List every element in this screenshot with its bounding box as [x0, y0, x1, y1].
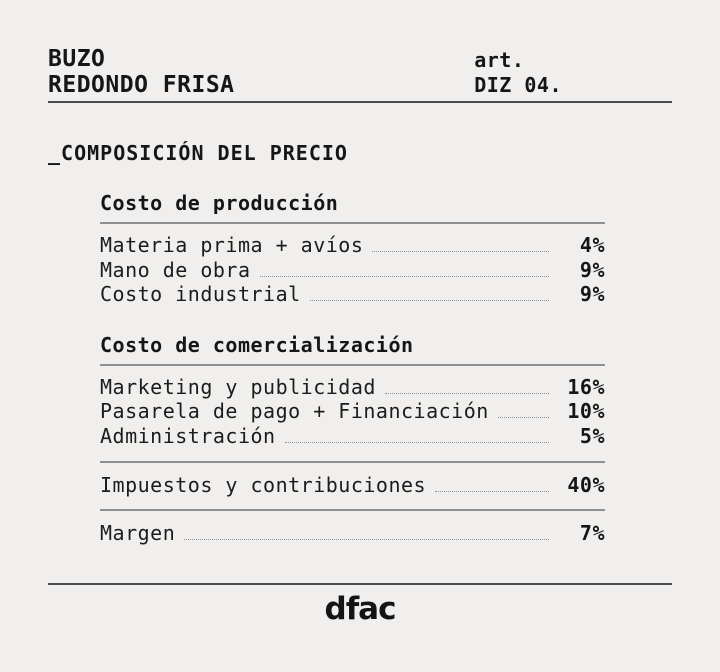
- table-row: Pasarela de pago + Financiación 10%: [100, 399, 605, 424]
- summary-rows: Impuestos y contribuciones 40% Margen 7%: [100, 461, 605, 556]
- cost-item-value: 16%: [567, 374, 605, 399]
- cost-item-label: Margen: [100, 520, 176, 545]
- table-row: Impuestos y contribuciones 40%: [100, 473, 605, 498]
- table-row: Materia prima + avíos 4%: [100, 233, 605, 258]
- cost-item-value: 5%: [579, 423, 605, 448]
- dotted-leader: [284, 441, 549, 443]
- section-heading: Costo de producción: [100, 191, 605, 224]
- summary-row-margin: Margen 7%: [100, 508, 605, 557]
- dfac-logo: dfac: [324, 591, 397, 627]
- header: BUZO REDONDO FRISA art. DIZ 04.: [48, 46, 672, 103]
- cost-item-value: 4%: [579, 233, 605, 257]
- page-title: _COMPOSICIÓN DEL PRECIO: [48, 141, 348, 165]
- cost-item-label: Administración: [100, 423, 276, 448]
- summary-row-taxes: Impuestos y contribuciones 40%: [100, 461, 605, 509]
- article-label: art.: [474, 48, 525, 72]
- dotted-leader: [309, 300, 549, 301]
- footer-divider: [48, 583, 672, 585]
- dotted-leader: [259, 275, 549, 277]
- table-row: Administración 5%: [100, 424, 605, 449]
- article-number: art. DIZ 04.: [474, 48, 562, 98]
- section-rows: Marketing y publicidad 16% Pasarela de p…: [100, 375, 605, 449]
- dotted-leader: [184, 538, 549, 540]
- section-commercialization: Costo de comercialización Marketing y pu…: [100, 333, 605, 449]
- cost-item-label: Pasarela de pago + Financiación: [100, 399, 489, 423]
- cost-item-value: 10%: [567, 399, 605, 423]
- section-production: Costo de producción Materia prima + avío…: [100, 191, 605, 307]
- table-row: Costo industrial 9%: [100, 282, 605, 307]
- cost-item-label: Mano de obra: [100, 257, 251, 282]
- section-rows: Materia prima + avíos 4% Mano de obra 9%…: [100, 233, 605, 307]
- cost-item-label: Marketing y publicidad: [100, 374, 376, 399]
- dotted-leader: [384, 392, 549, 394]
- cost-item-value: 40%: [567, 473, 605, 497]
- cost-item-label: Materia prima + avíos: [100, 233, 364, 257]
- cost-item-label: Costo industrial: [100, 282, 301, 306]
- table-row: Marketing y publicidad 16%: [100, 375, 605, 400]
- product-name: BUZO REDONDO FRISA: [48, 46, 235, 98]
- cost-item-value: 7%: [579, 520, 605, 545]
- cost-item-label: Impuestos y contribuciones: [100, 473, 427, 497]
- table-row: Mano de obra 9%: [100, 258, 605, 283]
- dotted-leader: [435, 491, 549, 492]
- cost-table: Costo de producción Materia prima + avío…: [100, 191, 605, 556]
- table-row: Margen 7%: [100, 521, 605, 546]
- section-heading: Costo de comercialización: [100, 333, 605, 366]
- article-code: DIZ 04.: [474, 73, 562, 97]
- cost-item-value: 9%: [579, 257, 605, 282]
- dotted-leader: [372, 251, 549, 252]
- dotted-leader: [497, 417, 549, 418]
- cost-item-value: 9%: [579, 282, 605, 306]
